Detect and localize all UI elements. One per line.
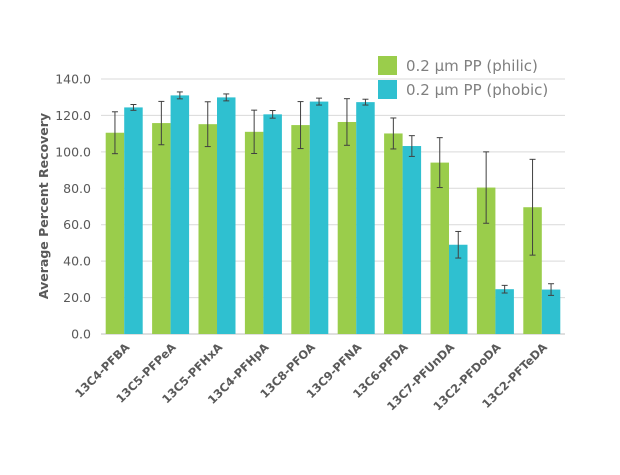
y-tick-label: 140.0: [55, 72, 91, 87]
y-tick-label: 120.0: [55, 108, 91, 123]
bar-phobic: [170, 95, 190, 335]
bar-philic: [152, 123, 171, 334]
y-tick-label: 80.0: [63, 181, 91, 196]
legend: 0.2 µm PP (philic) 0.2 µm PP (phobic): [378, 56, 548, 99]
legend-label-philic: 0.2 µm PP (philic): [406, 57, 538, 75]
y-tick-label: 100.0: [55, 144, 91, 159]
bar-phobic: [263, 114, 282, 334]
bar-phobic: [309, 101, 329, 334]
bar-philic: [337, 121, 357, 334]
y-axis-ticks: 0.0 20.0 40.0 60.0 80.0 100.0 120.0 140.0: [55, 72, 91, 342]
bars: [105, 95, 561, 335]
bar-philic: [476, 187, 496, 334]
bar-philic: [523, 207, 542, 334]
bar-phobic: [449, 244, 468, 334]
bar-philic: [198, 124, 217, 335]
bar-phobic: [402, 146, 422, 334]
bar-phobic: [356, 102, 375, 334]
legend-label-phobic: 0.2 µm PP (phobic): [406, 81, 548, 99]
bar-phobic: [124, 107, 143, 335]
bar-philic: [384, 133, 403, 334]
bar-philic: [244, 131, 264, 334]
legend-swatch-phobic: [378, 80, 397, 99]
error-bars: [111, 91, 555, 296]
bar-phobic: [541, 289, 561, 334]
bar-philic: [105, 132, 125, 334]
bar-phobic: [495, 289, 514, 334]
y-tick-label: 60.0: [63, 217, 91, 232]
bar-phobic: [217, 97, 236, 335]
bar-philic: [291, 125, 310, 334]
y-axis-label: Average Percent Recovery: [36, 113, 51, 299]
x-axis-ticks: 13C4-PFBA13C5-PFPeA13C5-PFHxA13C4-PFHpA1…: [72, 340, 550, 413]
y-tick-label: 0.0: [71, 327, 91, 342]
legend-swatch-philic: [378, 56, 397, 75]
y-tick-label: 40.0: [63, 254, 91, 269]
bar-philic: [430, 162, 449, 334]
y-tick-label: 20.0: [63, 290, 91, 305]
